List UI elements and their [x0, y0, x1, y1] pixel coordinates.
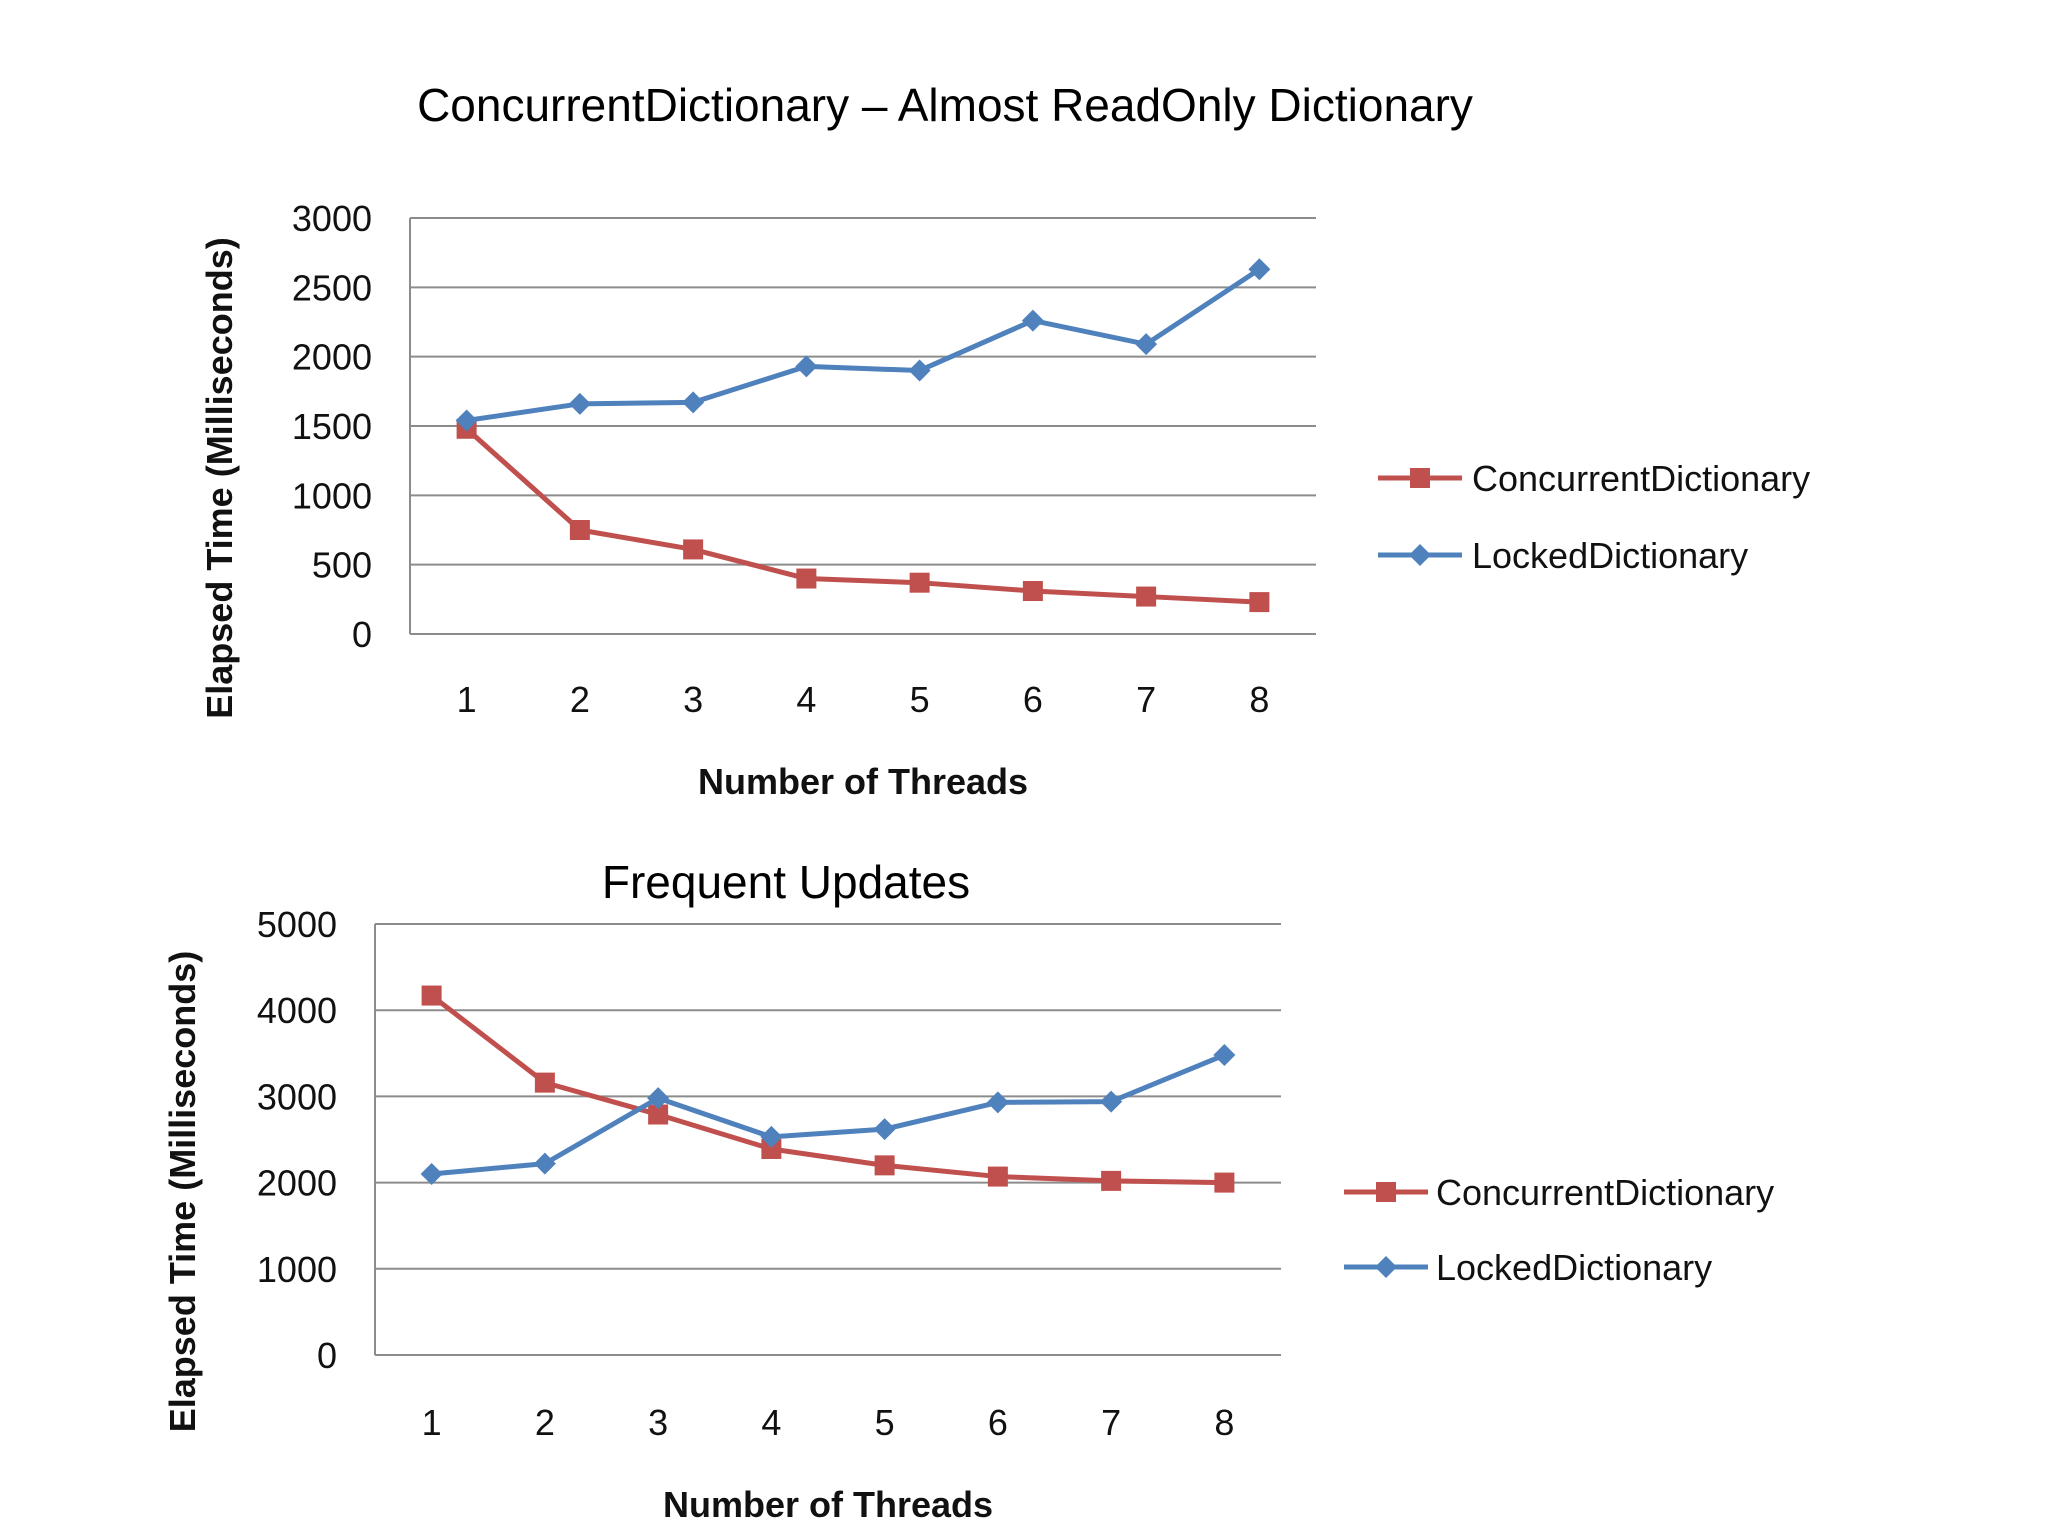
data-point-LockedDictionary [533, 1152, 556, 1175]
legend-label: ConcurrentDictionary [1436, 1172, 1774, 1213]
y-axis-title: Elapsed Time (Milliseconds) [162, 951, 203, 1432]
chart-title: Frequent Updates [602, 856, 970, 908]
series-line-LockedDictionary [466, 267, 1261, 423]
data-point-LockedDictionary [1100, 1090, 1123, 1113]
y-tick-label: 0 [317, 1335, 337, 1376]
x-tick-label: 8 [1214, 1402, 1234, 1443]
chart-frequent-updates: Frequent Updates 0 1000 2000 3000 4000 5000 1 2 3… [162, 856, 1774, 1525]
x-axis-title: Number of Threads [698, 761, 1028, 802]
chart-almost-readonly: 0 500 1000 1500 2000 2500 3000 1 2 3 4 5 6 7 8 Number o… [199, 198, 1810, 802]
data-point-LockedDictionary [455, 409, 478, 432]
data-point-ConcurrentDictionary [683, 539, 704, 560]
x-axis-title: Number of Threads [663, 1484, 993, 1525]
x-tick-label: 2 [535, 1402, 555, 1443]
x-tick-label: 4 [796, 679, 816, 720]
x-tick-label: 7 [1136, 679, 1156, 720]
data-point-ConcurrentDictionary [796, 568, 817, 589]
y-tick-label: 5000 [257, 904, 337, 945]
data-point-ConcurrentDictionary [874, 1155, 895, 1176]
x-tick-label: 1 [457, 679, 477, 720]
data-point-ConcurrentDictionary [1101, 1170, 1122, 1191]
x-tick-label: 2 [570, 679, 590, 720]
series-line-ConcurrentDictionary [430, 993, 1225, 1186]
legend-label: ConcurrentDictionary [1472, 458, 1810, 499]
data-point-ConcurrentDictionary [569, 520, 590, 540]
data-point-ConcurrentDictionary [987, 1166, 1008, 1187]
x-tick-label: 4 [761, 1402, 781, 1443]
legend-marker-LockedDictionary [1409, 544, 1431, 566]
data-point-ConcurrentDictionary [909, 572, 930, 593]
data-point-ConcurrentDictionary [648, 1104, 669, 1125]
x-tick-label: 3 [683, 679, 703, 720]
y-tick-label: 3000 [257, 1076, 337, 1117]
y-tick-label: 4000 [257, 990, 337, 1031]
data-point-LockedDictionary [682, 391, 705, 414]
y-tick-label: 2500 [292, 267, 372, 308]
data-point-LockedDictionary [1135, 333, 1158, 356]
y-axis-title: Elapsed Time (Milliseconds) [199, 237, 240, 718]
series-line-LockedDictionary [431, 1052, 1226, 1177]
x-tick-label: 7 [1101, 1402, 1121, 1443]
data-point-LockedDictionary [1213, 1044, 1236, 1067]
x-tick-label: 6 [988, 1402, 1008, 1443]
x-tick-label: 5 [875, 1402, 895, 1443]
x-tick-label: 1 [422, 1402, 442, 1443]
data-point-LockedDictionary [420, 1162, 443, 1185]
slide-title: ConcurrentDictionary – Almost ReadOnly D… [417, 79, 1473, 131]
data-point-LockedDictionary [1248, 258, 1271, 281]
data-point-LockedDictionary [760, 1125, 783, 1148]
data-point-LockedDictionary [1021, 309, 1044, 332]
legend-marker-ConcurrentDictionary [1410, 468, 1430, 488]
y-tick-label: 3000 [292, 198, 372, 239]
data-point-ConcurrentDictionary [534, 1072, 555, 1093]
data-point-LockedDictionary [873, 1118, 896, 1141]
y-tick-label: 1000 [292, 475, 372, 516]
series-line-ConcurrentDictionary [464, 426, 1260, 605]
data-point-LockedDictionary [908, 359, 931, 382]
data-point-LockedDictionary [568, 392, 591, 415]
data-point-ConcurrentDictionary [1136, 586, 1157, 607]
x-tick-label: 6 [1023, 679, 1043, 720]
data-point-ConcurrentDictionary [1249, 592, 1270, 613]
legend-label: LockedDictionary [1436, 1247, 1712, 1288]
y-tick-label: 500 [312, 545, 372, 586]
legend-marker-LockedDictionary [1375, 1256, 1397, 1278]
legend-marker-ConcurrentDictionary [1376, 1182, 1396, 1202]
data-point-ConcurrentDictionary [421, 985, 442, 1006]
x-tick-label: 5 [910, 679, 930, 720]
y-tick-label: 2000 [292, 337, 372, 378]
legend-label: LockedDictionary [1472, 535, 1748, 576]
data-point-LockedDictionary [647, 1087, 670, 1110]
x-tick-label: 8 [1249, 679, 1269, 720]
y-tick-label: 0 [352, 614, 372, 655]
x-tick-label: 3 [648, 1402, 668, 1443]
data-point-LockedDictionary [795, 355, 818, 378]
data-point-ConcurrentDictionary [1022, 581, 1043, 602]
data-point-LockedDictionary [986, 1091, 1009, 1114]
y-tick-label: 1000 [257, 1249, 337, 1290]
data-point-ConcurrentDictionary [761, 1138, 782, 1159]
data-point-ConcurrentDictionary [1214, 1172, 1235, 1193]
y-tick-label: 2000 [257, 1163, 337, 1204]
y-tick-label: 1500 [292, 406, 372, 447]
